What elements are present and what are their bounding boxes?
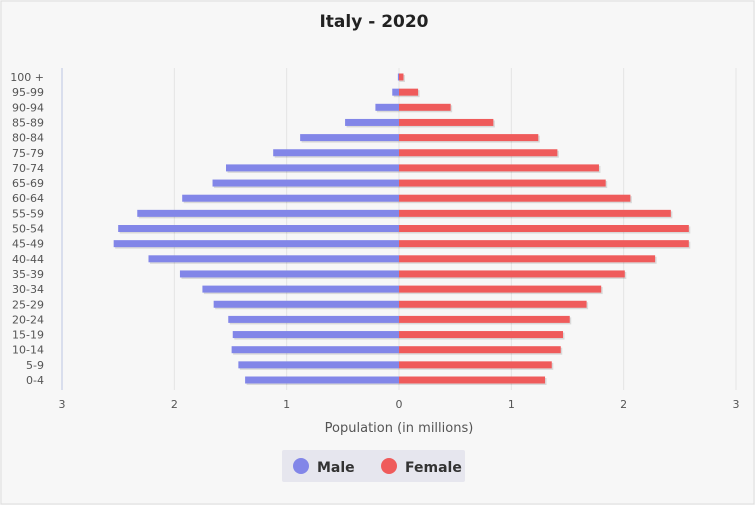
female-bar[interactable] xyxy=(399,134,539,142)
male-bar[interactable] xyxy=(392,88,399,96)
female-bar[interactable] xyxy=(399,346,561,354)
y-tick-label: 90-94 xyxy=(12,101,44,114)
female-bar[interactable] xyxy=(399,376,546,384)
y-tick-label: 100 + xyxy=(10,71,44,84)
female-bar[interactable] xyxy=(399,209,671,217)
male-bar[interactable] xyxy=(182,194,399,202)
x-tick-label: 2 xyxy=(171,398,178,411)
male-bar[interactable] xyxy=(232,331,399,339)
female-bar[interactable] xyxy=(399,300,587,308)
legend-item-female[interactable]: Female xyxy=(381,458,462,476)
male-bar[interactable] xyxy=(202,285,399,293)
legend-male-swatch xyxy=(293,458,309,474)
x-tick-label: 1 xyxy=(508,398,515,411)
female-bar[interactable] xyxy=(399,88,419,96)
y-tick-label: 65-69 xyxy=(12,177,44,190)
y-tick-label: 20-24 xyxy=(12,313,44,326)
female-bar[interactable] xyxy=(399,315,570,323)
y-tick-label: 0-4 xyxy=(26,374,44,387)
y-tick-label: 75-79 xyxy=(12,147,44,160)
x-axis-title: Population (in millions) xyxy=(325,421,474,436)
y-tick-label: 5-9 xyxy=(26,359,44,372)
y-tick-label: 55-59 xyxy=(12,207,44,220)
y-tick-label: 15-19 xyxy=(12,329,44,342)
male-bar[interactable] xyxy=(300,134,399,142)
legend-male-label: Male xyxy=(317,460,355,476)
male-bar[interactable] xyxy=(375,103,399,111)
y-tick-label: 85-89 xyxy=(12,116,44,129)
female-bar[interactable] xyxy=(399,331,564,339)
female-bar[interactable] xyxy=(399,270,625,278)
female-bar[interactable] xyxy=(399,149,558,157)
x-axis-tick-labels: 3 2 1 0 1 2 3 xyxy=(59,398,740,411)
y-tick-label: 95-99 xyxy=(12,86,44,99)
chart-title: Italy - 2020 xyxy=(319,12,428,32)
male-bar[interactable] xyxy=(137,209,399,217)
male-bar[interactable] xyxy=(228,315,399,323)
female-bar[interactable] xyxy=(399,179,606,187)
legend-box xyxy=(282,450,465,482)
x-tick-label: 0 xyxy=(396,398,403,411)
male-bar[interactable] xyxy=(245,376,399,384)
male-bar[interactable] xyxy=(118,225,400,232)
female-bar[interactable] xyxy=(399,361,552,369)
y-tick-label: 45-49 xyxy=(12,238,44,251)
female-bar[interactable] xyxy=(399,118,494,126)
y-tick-label: 40-44 xyxy=(12,253,44,266)
female-bar[interactable] xyxy=(399,103,451,111)
x-tick-label: 1 xyxy=(283,398,290,411)
legend-female-swatch xyxy=(381,458,397,474)
x-tick-label: 3 xyxy=(733,398,740,411)
male-bar[interactable] xyxy=(345,118,399,126)
female-bar[interactable] xyxy=(399,164,599,172)
y-tick-label: 70-74 xyxy=(12,162,44,175)
male-bar[interactable] xyxy=(113,240,399,248)
y-tick-label: 60-64 xyxy=(12,192,44,205)
bars xyxy=(113,73,691,385)
male-bar[interactable] xyxy=(212,179,399,187)
y-tick-label: 80-84 xyxy=(12,132,44,145)
male-bar[interactable] xyxy=(273,149,399,157)
female-bar[interactable] xyxy=(399,194,631,202)
legend-item-male[interactable]: Male xyxy=(293,458,355,476)
y-tick-label: 25-29 xyxy=(12,298,44,311)
y-tick-label: 35-39 xyxy=(12,268,44,281)
male-bar[interactable] xyxy=(213,300,399,308)
x-tick-label: 2 xyxy=(620,398,627,411)
legend-female-label: Female xyxy=(405,460,462,476)
male-bar[interactable] xyxy=(231,346,399,354)
x-tick-label: 3 xyxy=(59,398,66,411)
female-bar[interactable] xyxy=(399,285,602,293)
male-bar[interactable] xyxy=(226,164,399,172)
y-tick-label: 30-34 xyxy=(12,283,44,296)
y-tick-label: 10-14 xyxy=(12,344,44,357)
female-bar[interactable] xyxy=(399,240,689,248)
male-bar[interactable] xyxy=(397,73,399,81)
legend: Male Female xyxy=(282,450,465,482)
female-bar[interactable] xyxy=(399,225,689,232)
male-bar[interactable] xyxy=(238,361,399,369)
female-bar[interactable] xyxy=(399,73,404,81)
male-bar[interactable] xyxy=(179,270,399,278)
y-tick-label: 50-54 xyxy=(12,223,44,236)
female-bar[interactable] xyxy=(399,255,656,263)
y-axis-labels: 0-4 5-9 10-14 15-19 20-24 25-29 30-34 35-39 40-4… xyxy=(10,71,44,387)
male-bar[interactable] xyxy=(148,255,399,263)
